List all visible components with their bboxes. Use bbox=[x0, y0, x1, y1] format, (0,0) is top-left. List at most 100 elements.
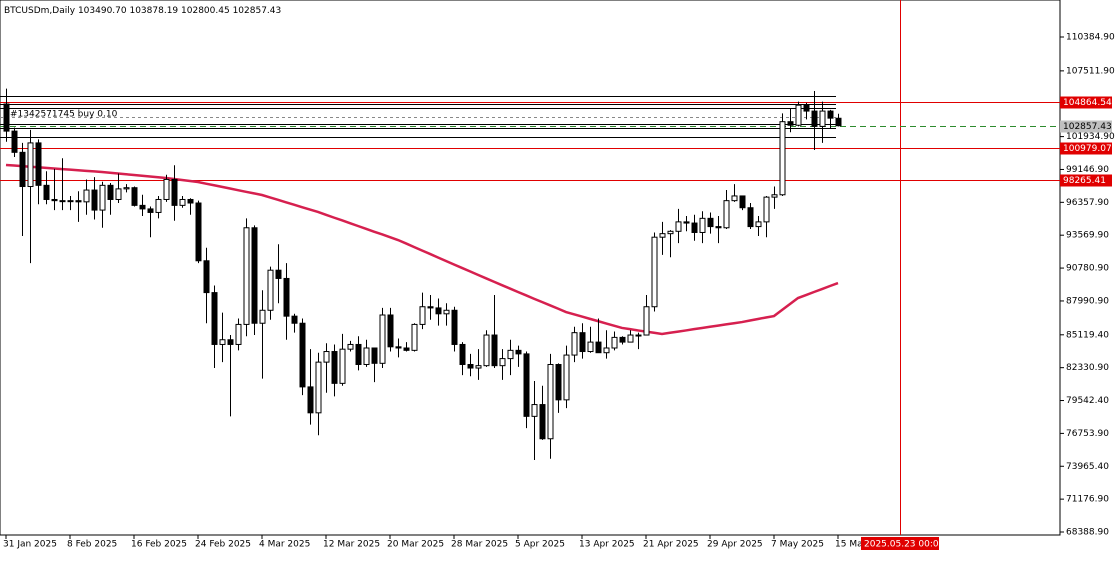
candle-body bbox=[27, 142, 34, 188]
candle-body bbox=[235, 323, 242, 345]
x-tick-label: 5 Apr 2025 bbox=[515, 540, 565, 550]
ohlc-low: 102800.45 bbox=[181, 6, 230, 16]
price-level-label: 100979.07 bbox=[1063, 144, 1112, 154]
candle-body bbox=[171, 178, 178, 206]
x-tick-label: 13 Apr 2025 bbox=[579, 540, 635, 550]
candle-body bbox=[267, 269, 274, 311]
y-tick-label: 68388.90 bbox=[1066, 527, 1109, 537]
candle-body bbox=[299, 322, 306, 388]
candle-body bbox=[731, 195, 738, 202]
y-tick-label: 76753.90 bbox=[1066, 429, 1109, 439]
candle-body bbox=[827, 110, 834, 119]
date-line-text: 2025.05.23 00:00 bbox=[864, 540, 945, 550]
ohlc-high: 103878.19 bbox=[129, 6, 178, 16]
candle-body bbox=[35, 142, 42, 186]
candle-body bbox=[347, 343, 354, 350]
candle-body bbox=[643, 306, 650, 336]
candle-body bbox=[243, 227, 250, 325]
y-tick-label: 82330.90 bbox=[1066, 363, 1109, 373]
candle-body bbox=[787, 121, 794, 126]
candle-body bbox=[227, 339, 234, 345]
candle-body bbox=[163, 178, 170, 200]
candle-body bbox=[411, 323, 418, 351]
candle-body bbox=[363, 347, 370, 365]
chart-title: BTCUSDm,Daily 103490.70 103878.19 102800… bbox=[4, 6, 281, 16]
candle-body bbox=[659, 233, 666, 238]
y-tick-label: 90780.90 bbox=[1066, 264, 1109, 274]
candle-body bbox=[131, 187, 138, 206]
candle-body bbox=[699, 217, 706, 233]
y-tick-label: 110384.90 bbox=[1066, 32, 1115, 42]
candle-body bbox=[459, 343, 466, 365]
candle-body bbox=[43, 184, 50, 200]
x-tick-label: 24 Feb 2025 bbox=[195, 540, 251, 550]
candle-body bbox=[123, 187, 130, 190]
candle-body bbox=[203, 260, 210, 294]
candle-body bbox=[651, 236, 658, 308]
x-tick-label: 7 May 2025 bbox=[771, 540, 824, 550]
candle-body bbox=[435, 307, 442, 315]
candle-body bbox=[683, 221, 690, 224]
candle-body bbox=[531, 404, 538, 417]
candle-body bbox=[283, 277, 290, 317]
y-tick-label: 96357.90 bbox=[1066, 198, 1109, 208]
candle-body bbox=[795, 104, 802, 126]
candle-body bbox=[355, 343, 362, 365]
candle-body bbox=[627, 334, 634, 343]
candle-body bbox=[667, 230, 674, 235]
candle-body bbox=[307, 386, 314, 414]
candle-body bbox=[275, 269, 282, 279]
candle-body bbox=[443, 309, 450, 315]
candle-body bbox=[675, 221, 682, 232]
x-tick-label: 4 Mar 2025 bbox=[259, 540, 310, 550]
candle-body bbox=[59, 200, 66, 203]
candle-body bbox=[195, 202, 202, 262]
candle-body bbox=[739, 195, 746, 209]
ohlc-open: 103490.70 bbox=[78, 6, 127, 16]
candle-body bbox=[259, 309, 266, 324]
candle-body bbox=[747, 207, 754, 228]
candle-body bbox=[523, 353, 530, 417]
y-tick-label: 71176.90 bbox=[1066, 495, 1109, 505]
candle-body bbox=[51, 198, 58, 202]
price-level-box bbox=[1060, 120, 1112, 133]
candle-body bbox=[339, 348, 346, 384]
candle-body bbox=[315, 361, 322, 414]
date-line-label: 2025.05.23 00:00 bbox=[861, 537, 945, 550]
candle-body bbox=[99, 184, 106, 211]
y-tick-label: 93569.90 bbox=[1066, 231, 1109, 241]
candle-body bbox=[563, 354, 570, 401]
candle-body bbox=[547, 363, 554, 440]
candle-body bbox=[403, 347, 410, 351]
x-tick-label: 20 Mar 2025 bbox=[387, 540, 444, 550]
candle-body bbox=[691, 222, 698, 233]
x-tick-label: 28 Mar 2025 bbox=[451, 540, 508, 550]
x-tick-label: 31 Jan 2025 bbox=[3, 540, 57, 550]
x-tick-label: 29 Apr 2025 bbox=[707, 540, 763, 550]
candle-body bbox=[211, 292, 218, 345]
candle-body bbox=[723, 200, 730, 229]
x-tick-label: 16 Feb 2025 bbox=[131, 540, 187, 550]
trade-lines bbox=[0, 96, 836, 138]
candle-body bbox=[619, 336, 626, 343]
candle-body bbox=[147, 208, 154, 213]
candle-body bbox=[419, 306, 426, 325]
candle-body bbox=[323, 351, 330, 363]
y-tick-label: 79542.40 bbox=[1066, 396, 1109, 406]
candle-body bbox=[611, 336, 618, 349]
candle-body bbox=[483, 334, 490, 367]
candle-body bbox=[75, 200, 82, 203]
candle-body bbox=[499, 358, 506, 367]
candle-body bbox=[91, 189, 98, 211]
x-tick-label: 12 Mar 2025 bbox=[323, 540, 380, 550]
candle-body bbox=[291, 315, 298, 324]
price-level-label: 104864.54 bbox=[1063, 98, 1112, 108]
x-tick-label: 8 Feb 2025 bbox=[67, 540, 117, 550]
candle-body bbox=[507, 349, 514, 360]
candle-body bbox=[579, 332, 586, 353]
candle-body bbox=[139, 204, 146, 210]
price-level-label: 98265.41 bbox=[1063, 176, 1106, 186]
candle-body bbox=[115, 188, 122, 200]
